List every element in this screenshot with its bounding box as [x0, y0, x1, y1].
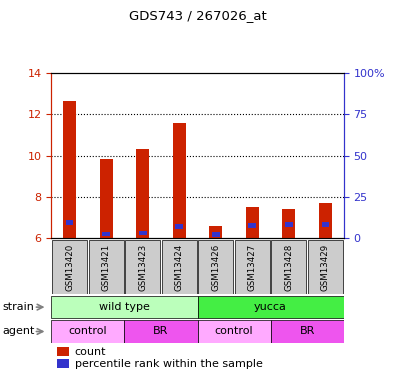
- Text: GSM13429: GSM13429: [321, 244, 330, 291]
- Bar: [57, 359, 69, 368]
- Bar: [100, 159, 113, 238]
- Text: GSM13426: GSM13426: [211, 244, 220, 291]
- Bar: [175, 224, 183, 229]
- Text: GSM13421: GSM13421: [102, 244, 111, 291]
- FancyBboxPatch shape: [308, 240, 343, 294]
- FancyBboxPatch shape: [198, 296, 344, 318]
- Bar: [136, 149, 149, 238]
- Text: BR: BR: [299, 327, 315, 336]
- Text: GSM13420: GSM13420: [65, 244, 74, 291]
- Bar: [285, 222, 293, 227]
- Bar: [102, 231, 110, 236]
- Bar: [212, 232, 220, 237]
- FancyBboxPatch shape: [88, 240, 124, 294]
- Text: GSM13427: GSM13427: [248, 244, 257, 291]
- Text: GSM13428: GSM13428: [284, 244, 293, 291]
- Text: strain: strain: [2, 302, 34, 312]
- FancyBboxPatch shape: [51, 320, 124, 343]
- Text: count: count: [75, 346, 106, 357]
- FancyBboxPatch shape: [271, 240, 307, 294]
- Bar: [319, 203, 332, 238]
- FancyBboxPatch shape: [235, 240, 270, 294]
- FancyBboxPatch shape: [162, 240, 197, 294]
- Text: GSM13424: GSM13424: [175, 244, 184, 291]
- Text: GSM13423: GSM13423: [138, 244, 147, 291]
- Bar: [248, 223, 256, 228]
- Bar: [57, 347, 69, 356]
- Text: GDS743 / 267026_at: GDS743 / 267026_at: [129, 9, 266, 22]
- FancyBboxPatch shape: [198, 240, 233, 294]
- Text: percentile rank within the sample: percentile rank within the sample: [75, 358, 263, 369]
- Bar: [173, 123, 186, 238]
- Bar: [246, 207, 259, 238]
- FancyBboxPatch shape: [124, 320, 198, 343]
- Text: wild type: wild type: [99, 302, 150, 312]
- FancyBboxPatch shape: [52, 240, 87, 294]
- FancyBboxPatch shape: [198, 320, 271, 343]
- FancyBboxPatch shape: [51, 296, 198, 318]
- Bar: [66, 220, 73, 225]
- Text: yucca: yucca: [254, 302, 287, 312]
- Text: BR: BR: [153, 327, 169, 336]
- FancyBboxPatch shape: [271, 320, 344, 343]
- Bar: [282, 209, 295, 238]
- Text: control: control: [69, 327, 107, 336]
- Text: control: control: [215, 327, 253, 336]
- FancyBboxPatch shape: [125, 240, 160, 294]
- Text: agent: agent: [2, 327, 34, 336]
- Bar: [209, 226, 222, 238]
- Bar: [322, 222, 329, 227]
- Bar: [63, 101, 76, 238]
- Bar: [139, 231, 147, 236]
